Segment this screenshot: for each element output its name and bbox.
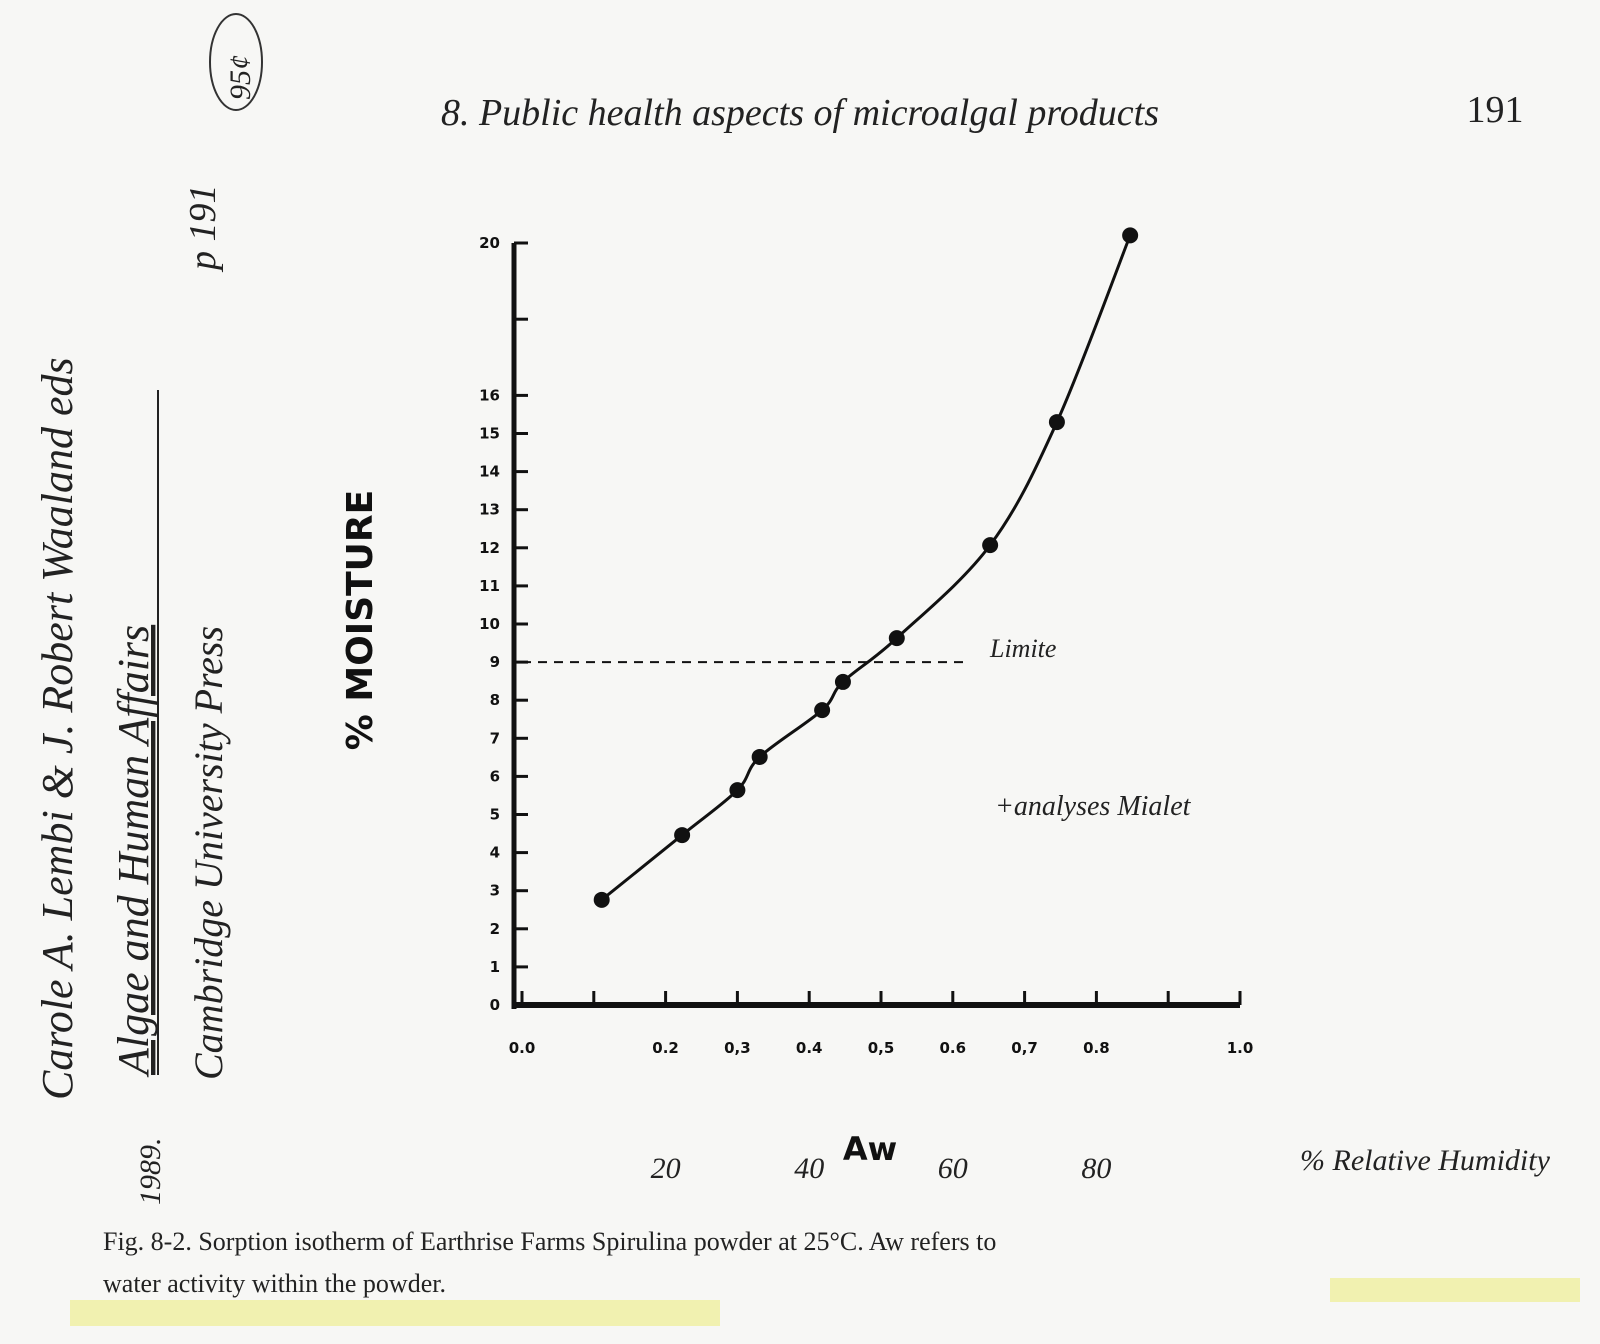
circle (209, 13, 263, 111)
margin-year: 1989. (134, 1138, 167, 1206)
caption: water activity within the powder. (103, 1269, 446, 1298)
y-tick-label: 1 (490, 958, 500, 976)
data-point (729, 782, 746, 799)
x-tick-label: 0.0 (509, 1039, 536, 1057)
y-tick-label: 5 (490, 806, 500, 824)
y-tick-label: 16 (479, 386, 500, 404)
limit-label: Limite (989, 634, 1056, 663)
y-tick-label: 0 (490, 996, 500, 1014)
x-tick-label: 0.4 (796, 1039, 823, 1057)
y-tick-label: 13 (479, 501, 500, 519)
y-tick-label: 7 (490, 729, 500, 747)
y-tick-label: 6 (490, 767, 500, 785)
y-tick-label: 11 (479, 577, 500, 595)
x-tick-label: 0,7 (1011, 1039, 1038, 1057)
data-point (834, 673, 851, 690)
y-tick-label: 10 (479, 615, 500, 633)
y-axis-label: % MOISTURE (340, 490, 381, 750)
y-tick-label: 12 (479, 539, 500, 557)
data-point (751, 748, 768, 765)
highlight (1330, 1278, 1580, 1302)
x-tick-label: 1.0 (1227, 1039, 1254, 1057)
x2-tick-label: 40 (794, 1152, 824, 1185)
margin-book: Algae and Human Affairs (109, 625, 158, 1078)
x2-axis-label: % Relative Humidity (1300, 1144, 1551, 1177)
y-tick-label: 4 (490, 844, 500, 862)
x2-tick-label: 60 (938, 1152, 968, 1185)
y-tick-label: 20 (479, 234, 500, 252)
data-point (982, 537, 999, 554)
margin-price: 95¢ (224, 55, 257, 100)
data-point (674, 827, 691, 844)
margin-authors: Carole A. Lembi & J. Robert Waaland eds (33, 357, 82, 1100)
margin-page: p 191 (182, 185, 224, 274)
x-tick-label: 0.2 (652, 1039, 679, 1057)
page-number: 191 (1467, 89, 1524, 131)
x-tick-label: 0,3 (724, 1039, 751, 1057)
y-tick-label: 3 (490, 882, 500, 900)
x2-tick-label: 20 (651, 1152, 681, 1185)
data-point (1048, 414, 1065, 431)
header-title: 8. Public health aspects of microalgal p… (441, 92, 1159, 134)
y-tick-label: 15 (479, 425, 500, 443)
annotation: +analyses Mialet (995, 791, 1192, 822)
data-point (814, 702, 831, 719)
x2-tick-label: 80 (1081, 1152, 1111, 1185)
data-point (593, 891, 610, 908)
data-point (888, 630, 905, 647)
y-tick-label: 9 (490, 653, 500, 671)
x-tick-label: 0.6 (940, 1039, 967, 1057)
highlight (70, 1300, 720, 1326)
x-tick-label: 0.8 (1083, 1039, 1110, 1057)
y-tick-label: 14 (479, 463, 500, 481)
x-tick-label: 0,5 (868, 1039, 895, 1057)
x-axis-label: Aw (843, 1130, 897, 1168)
y-tick-label: 8 (490, 691, 500, 709)
y-tick-label: 2 (490, 920, 500, 938)
margin-publisher: Cambridge University Press (186, 626, 231, 1080)
caption: Fig. 8-2. Sorption isotherm of Earthrise… (103, 1227, 996, 1256)
data-point (1122, 227, 1139, 244)
